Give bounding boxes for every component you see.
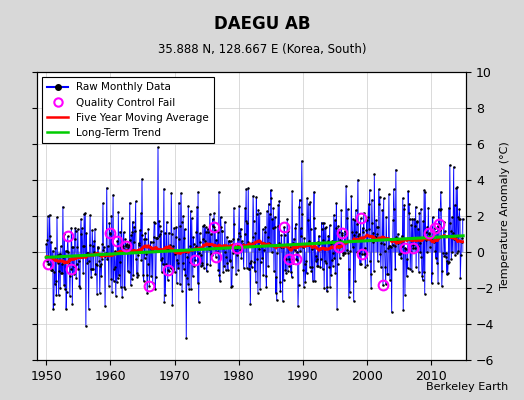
- Legend: Raw Monthly Data, Quality Control Fail, Five Year Moving Average, Long-Term Tren: Raw Monthly Data, Quality Control Fail, …: [42, 77, 214, 143]
- Text: Berkeley Earth: Berkeley Earth: [426, 382, 508, 392]
- Text: 35.888 N, 128.667 E (Korea, South): 35.888 N, 128.667 E (Korea, South): [158, 44, 366, 56]
- Y-axis label: Temperature Anomaly (°C): Temperature Anomaly (°C): [500, 142, 510, 290]
- Text: DAEGU AB: DAEGU AB: [214, 15, 310, 33]
